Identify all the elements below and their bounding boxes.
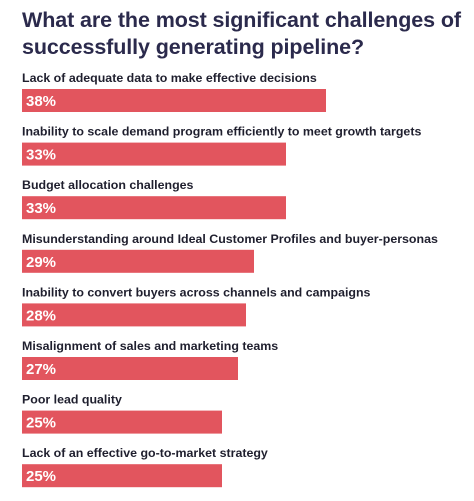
chart-title: What are the most significant challenges…	[22, 8, 461, 59]
bar	[22, 142, 286, 166]
bar	[22, 357, 238, 380]
bar-value-label: 33%	[26, 200, 56, 217]
bar-value-label: 38%	[26, 93, 56, 110]
category-label: Lack of an effective go-to-market strate…	[22, 446, 268, 460]
bar-value-label: 33%	[26, 147, 56, 164]
bar-value-label: 27%	[26, 361, 56, 378]
bar	[22, 89, 326, 112]
bar	[22, 410, 222, 434]
bar-value-label: 29%	[26, 254, 56, 271]
category-label: Misunderstanding around Ideal Customer P…	[22, 232, 438, 246]
category-label: Poor lead quality	[22, 393, 122, 407]
category-label: Misalignment of sales and marketing team…	[22, 339, 278, 353]
bar-value-label: 28%	[26, 307, 56, 324]
category-label: Lack of adequate data to make effective …	[22, 71, 317, 85]
bar-value-label: 25%	[26, 415, 56, 432]
bar	[22, 196, 286, 220]
category-label: Inability to convert buyers across chann…	[22, 285, 371, 299]
category-label: Budget allocation challenges	[22, 178, 194, 192]
bar	[22, 303, 246, 327]
bar	[22, 249, 254, 273]
category-label: Inability to scale demand program effici…	[22, 125, 421, 139]
bar	[22, 464, 222, 488]
bar-value-label: 25%	[26, 468, 56, 485]
